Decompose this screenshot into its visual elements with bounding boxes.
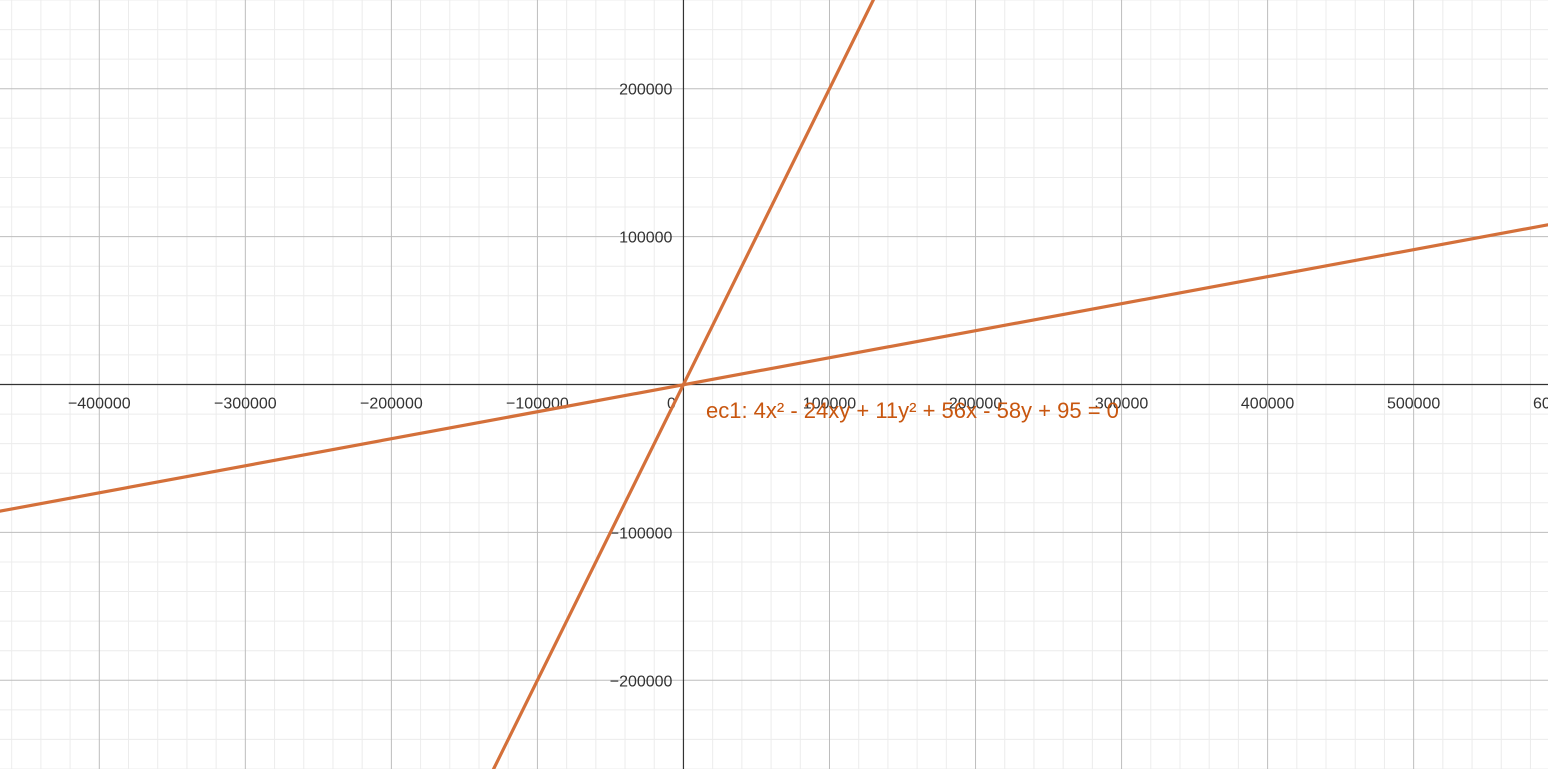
curve-branch-shallow xyxy=(0,223,1548,513)
y-tick-label: 100000 xyxy=(619,230,672,247)
x-tick-label: −200000 xyxy=(360,396,423,413)
y-tick-label: 200000 xyxy=(619,82,672,99)
x-tick-label: −100000 xyxy=(506,396,569,413)
curve-label-ec1: ec1: 4x² - 24xy + 11y² + 56x - 58y + 95 … xyxy=(706,398,1119,423)
tick-labels: −400000 −300000 −200000 −100000 0 100000 20000… xyxy=(68,82,1548,691)
y-tick-label: −200000 xyxy=(610,673,673,690)
y-tick-label: −100000 xyxy=(610,525,673,542)
x-tick-label: −400000 xyxy=(68,396,131,413)
x-tick-label: 200000 xyxy=(949,396,1002,413)
x-tick-label: 300000 xyxy=(1095,396,1148,413)
x-tick-label: −300000 xyxy=(214,396,277,413)
curve-branch-steep xyxy=(492,0,876,769)
x-tick-label: 0 xyxy=(667,396,676,413)
x-tick-label: 400000 xyxy=(1241,396,1294,413)
x-tick-label: 100000 xyxy=(803,396,856,413)
x-tick-label: 600000 xyxy=(1533,396,1548,413)
x-tick-label: 500000 xyxy=(1387,396,1440,413)
annotations: ec1: 4x² - 24xy + 11y² + 56x - 58y + 95 … xyxy=(706,398,1119,423)
